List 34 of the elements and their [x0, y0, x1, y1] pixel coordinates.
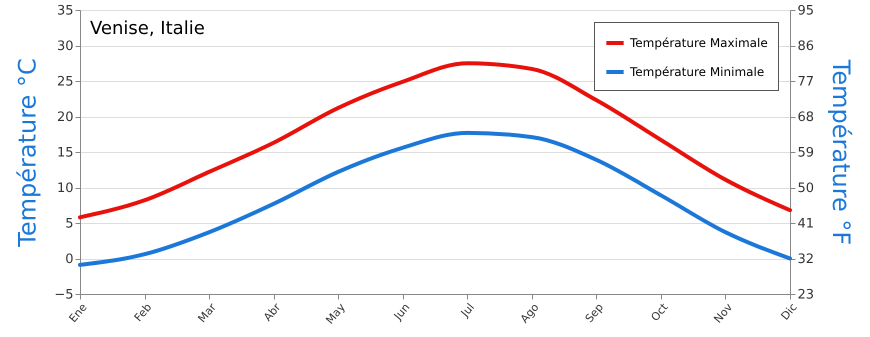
- x-tick-label: Oct: [648, 300, 672, 324]
- y-tick-label: −5: [54, 288, 74, 302]
- y2-tick-label: 23: [798, 288, 814, 302]
- y-tick-label: 25: [56, 74, 74, 90]
- y2-tick-label: 77: [798, 74, 814, 90]
- y2-tick-label: 68: [798, 110, 814, 125]
- y2-tick-label: 50: [798, 181, 814, 196]
- y-tick-label: 15: [56, 146, 74, 160]
- line-series: [78, 130, 792, 267]
- chart-title: Venise, Italie: [90, 18, 205, 39]
- x-tick-label: Jun: [390, 300, 412, 324]
- y2-tick-label: 41: [798, 216, 814, 232]
- y2-tick-label: 59: [798, 146, 814, 160]
- y-tick-label: 20: [56, 110, 74, 125]
- legend-label: Température Minimale: [629, 65, 764, 79]
- y2-tick-label: 32: [798, 252, 814, 267]
- y-tick-label: 35: [56, 4, 74, 18]
- x-tick-label: Abr: [261, 300, 284, 324]
- y2-tick-label: 95: [798, 4, 814, 18]
- y-tick-label: 5: [65, 216, 74, 232]
- x-tick-label: Feb: [132, 300, 154, 324]
- x-tick-label: Jul: [458, 300, 477, 320]
- y-tick-label: 10: [56, 181, 74, 196]
- y2-tick-label: 86: [798, 39, 814, 54]
- y-tick-label: 0: [65, 252, 74, 267]
- legend-label: Température Maximale: [629, 36, 768, 50]
- x-tick-label: Ago: [518, 300, 542, 326]
- x-tick-label: Ene: [66, 300, 90, 326]
- line-series: [78, 61, 792, 220]
- y-tick-label: 30: [56, 39, 74, 54]
- x-tick-label: Sep: [582, 300, 606, 326]
- y-axis-title: Température °C: [13, 58, 42, 248]
- y2-axis-title: Température °F: [827, 58, 856, 246]
- x-tick-label: Dic: [778, 300, 800, 323]
